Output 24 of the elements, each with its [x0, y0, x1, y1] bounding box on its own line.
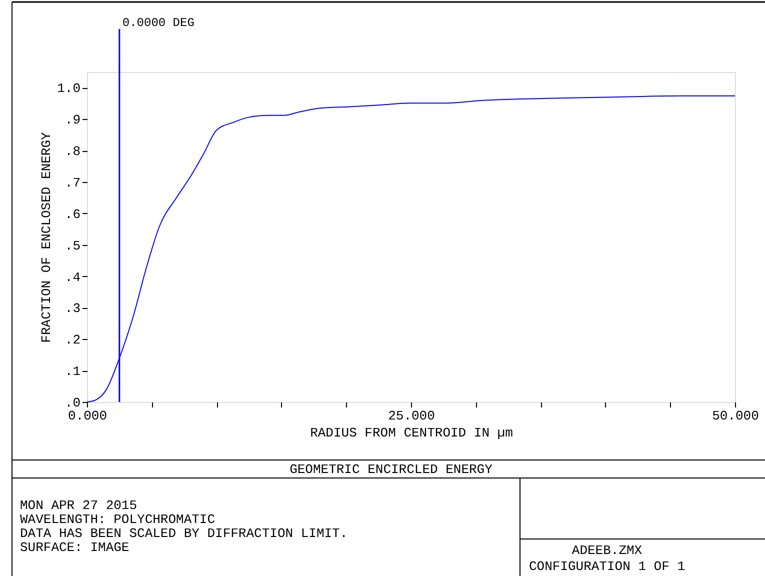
y-tick-label: .6: [64, 206, 80, 222]
y-tick-label: .7: [64, 176, 80, 190]
ref-line-label: 0.0000 DEG: [122, 16, 194, 30]
text: ADEEB.ZMX: [572, 543, 642, 558]
x-tick-label: 0.000: [68, 408, 108, 424]
y-tick-label: .3: [64, 301, 80, 316]
text: GEOMETRIC ENCIRCLED ENERGY: [290, 462, 493, 477]
x-axis-title: RADIUS FROM CENTROID IN µm: [310, 426, 514, 440]
y-tick-label: .2: [64, 332, 80, 348]
y-tick-label: .5: [64, 238, 80, 254]
text: CONFIGURATION 1 OF 1: [528, 559, 686, 574]
x-tick-label: 25.000: [388, 408, 435, 424]
y-tick-label: .0: [64, 396, 80, 410]
y-tick-label: .8: [64, 144, 80, 160]
y-tick-label: 1.0: [57, 81, 80, 96]
text: DATA HAS BEEN SCALED BY DIFFRACTION LIMIT.: [20, 526, 348, 541]
y-axis-title: FRACTION OF ENCLOSED ENERGY: [39, 132, 54, 343]
y-tick-label: .1: [64, 364, 81, 380]
text: MON APR 27 2015: [20, 498, 138, 513]
y-tick-label: .4: [64, 270, 81, 285]
text: SURFACE: IMAGE: [20, 540, 130, 555]
y-tick-label: .9: [64, 112, 80, 128]
x-tick-label: 50.000: [712, 408, 759, 424]
text: WAVELENGTH: POLYCHROMATIC: [20, 512, 216, 527]
